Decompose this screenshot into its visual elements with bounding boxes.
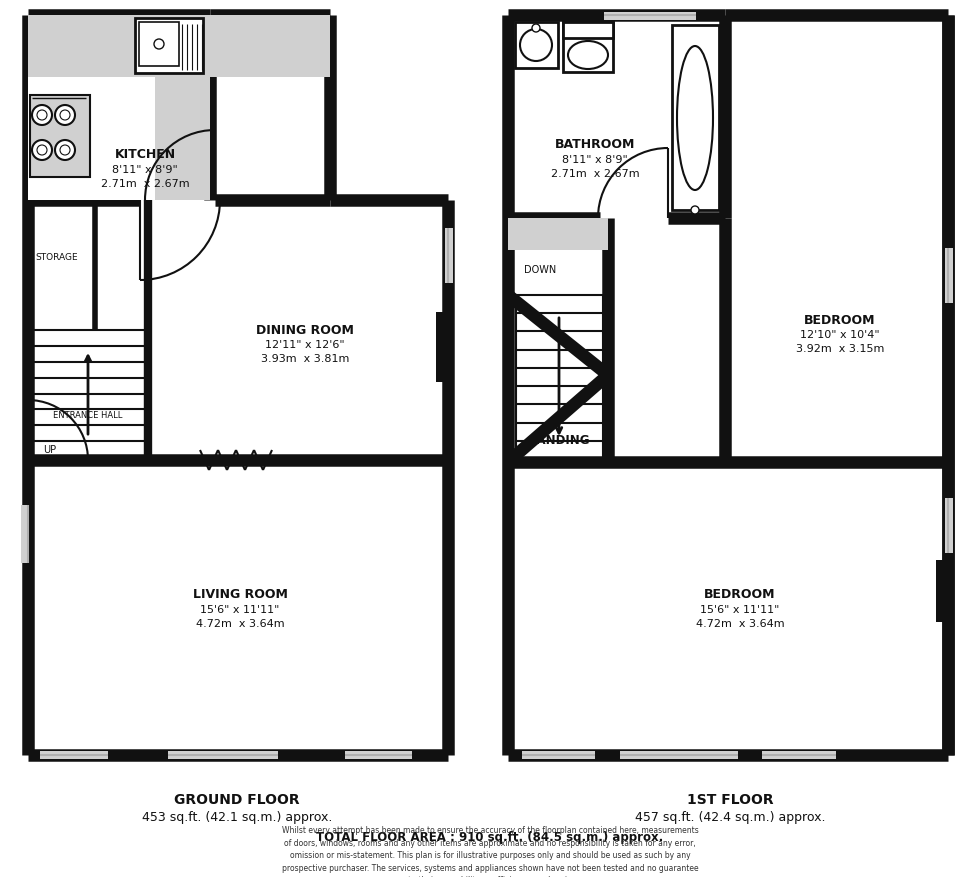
Bar xyxy=(345,751,412,759)
Text: 8'11" x 8'9": 8'11" x 8'9" xyxy=(563,155,628,165)
Text: 3.92m  x 3.15m: 3.92m x 3.15m xyxy=(796,344,884,354)
Bar xyxy=(515,22,558,68)
Text: ENTRANCE HALL: ENTRANCE HALL xyxy=(53,410,123,419)
Text: GROUND FLOOR: GROUND FLOOR xyxy=(174,793,300,807)
Text: 8'11" x 8'9": 8'11" x 8'9" xyxy=(112,165,178,175)
Circle shape xyxy=(520,29,552,61)
Text: 4.72m  x 3.64m: 4.72m x 3.64m xyxy=(696,619,784,629)
Bar xyxy=(563,22,613,38)
Text: 12'11" x 12'6": 12'11" x 12'6" xyxy=(266,340,345,350)
Text: 2.71m  x 2.67m: 2.71m x 2.67m xyxy=(551,169,639,179)
Bar xyxy=(28,15,210,77)
Bar xyxy=(672,25,719,210)
Bar xyxy=(30,95,90,177)
Text: 4.72m  x 3.64m: 4.72m x 3.64m xyxy=(196,619,284,629)
Bar xyxy=(40,751,108,759)
Bar xyxy=(936,560,948,622)
Bar xyxy=(155,77,210,200)
Text: TOTAL FLOOR AREA : 910 sq.ft. (84.5 sq.m.) approx.: TOTAL FLOOR AREA : 910 sq.ft. (84.5 sq.m… xyxy=(317,831,663,845)
Polygon shape xyxy=(508,15,948,755)
Text: DINING ROOM: DINING ROOM xyxy=(256,324,354,337)
Circle shape xyxy=(154,39,164,49)
Circle shape xyxy=(55,105,75,125)
Text: KITCHEN: KITCHEN xyxy=(115,148,175,161)
Text: 453 sq.ft. (42.1 sq.m.) approx.: 453 sq.ft. (42.1 sq.m.) approx. xyxy=(142,811,332,824)
Text: 15'6" x 11'11": 15'6" x 11'11" xyxy=(200,605,279,615)
Ellipse shape xyxy=(677,46,713,190)
Circle shape xyxy=(32,140,52,160)
Bar xyxy=(508,218,608,250)
Text: 457 sq.ft. (42.4 sq.m.) approx.: 457 sq.ft. (42.4 sq.m.) approx. xyxy=(635,811,825,824)
Text: 1ST FLOOR: 1ST FLOOR xyxy=(687,793,773,807)
Bar xyxy=(563,22,613,72)
Text: LIVING ROOM: LIVING ROOM xyxy=(192,588,287,602)
Bar xyxy=(168,751,278,759)
Bar xyxy=(135,18,203,73)
Bar xyxy=(436,312,448,382)
Bar xyxy=(604,12,696,20)
Circle shape xyxy=(37,110,47,120)
Text: DOWN: DOWN xyxy=(524,265,556,275)
Text: BEDROOM: BEDROOM xyxy=(705,588,776,602)
Circle shape xyxy=(691,206,699,214)
Bar xyxy=(522,751,595,759)
Circle shape xyxy=(37,145,47,155)
Bar xyxy=(139,22,179,66)
Text: 3.93m  x 3.81m: 3.93m x 3.81m xyxy=(261,354,349,364)
Text: UP: UP xyxy=(43,445,57,455)
Ellipse shape xyxy=(568,41,608,69)
Text: 2.71m  x 2.67m: 2.71m x 2.67m xyxy=(101,179,189,189)
Circle shape xyxy=(32,105,52,125)
Text: BATHROOM: BATHROOM xyxy=(555,139,635,152)
Text: 15'6" x 11'11": 15'6" x 11'11" xyxy=(701,605,780,615)
Text: LANDING: LANDING xyxy=(530,433,590,446)
Text: Whilst every attempt has been made to ensure the accuracy of the floorplan conta: Whilst every attempt has been made to en… xyxy=(281,826,699,877)
Bar xyxy=(620,751,738,759)
Circle shape xyxy=(60,110,70,120)
Bar xyxy=(445,228,453,283)
Bar xyxy=(945,248,953,303)
Bar xyxy=(28,77,155,200)
Text: 12'10" x 10'4": 12'10" x 10'4" xyxy=(801,330,880,340)
Circle shape xyxy=(55,140,75,160)
Circle shape xyxy=(60,145,70,155)
Bar xyxy=(762,751,836,759)
Bar xyxy=(945,498,953,553)
Bar xyxy=(210,15,330,77)
Bar xyxy=(21,505,29,563)
Text: STORAGE: STORAGE xyxy=(35,253,78,262)
Circle shape xyxy=(532,24,540,32)
Polygon shape xyxy=(28,15,448,755)
Text: BEDROOM: BEDROOM xyxy=(805,313,876,326)
